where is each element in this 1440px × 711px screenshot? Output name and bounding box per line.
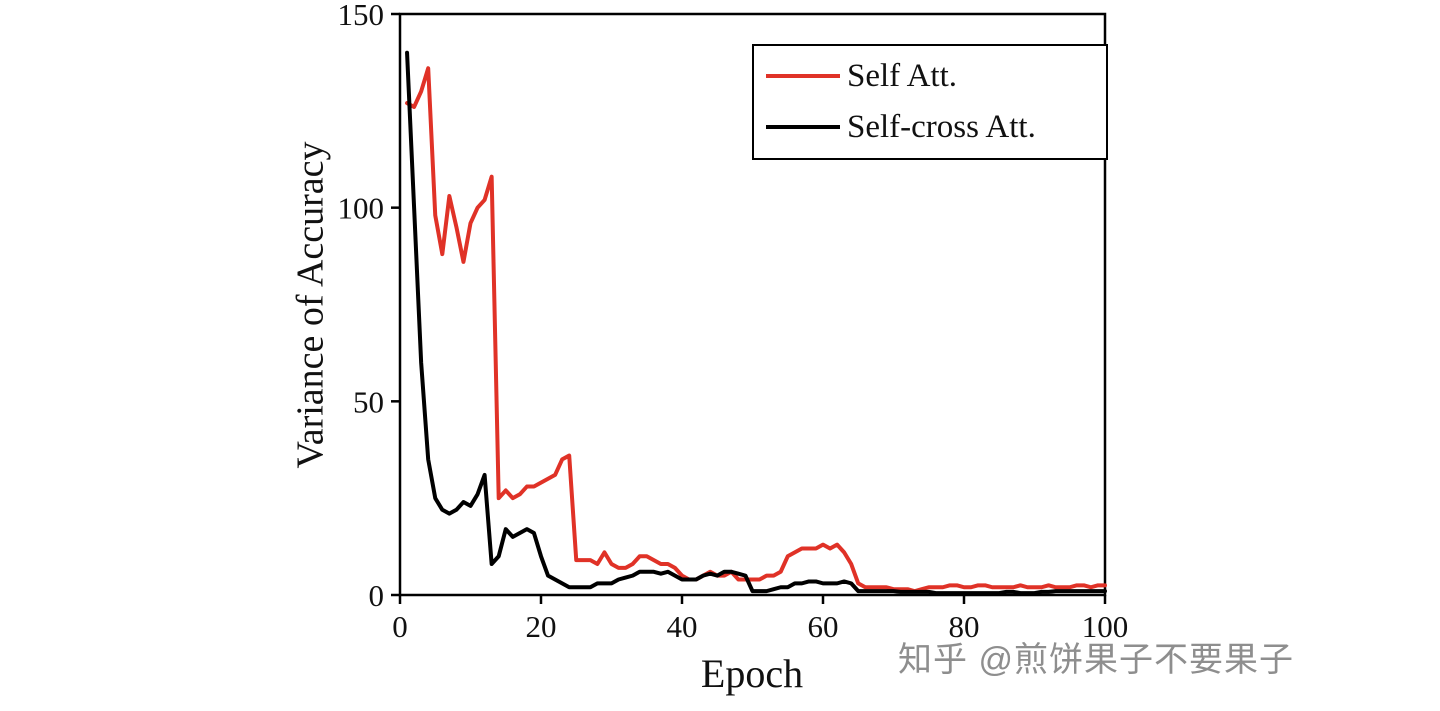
y-axis-label: Variance of Accuracy [289, 141, 332, 469]
x-axis-label: Epoch [700, 651, 804, 696]
legend-line-sample-black [766, 125, 840, 130]
x-tick-label: 60 [808, 609, 839, 644]
x-tick-label: 0 [392, 609, 408, 644]
legend: Self Att. Self-cross Att. [752, 44, 1108, 160]
y-tick-label: 0 [369, 578, 385, 613]
x-tick-label: 20 [526, 609, 557, 644]
y-tick-label: 50 [353, 384, 384, 419]
series-line-1 [405, 50, 1107, 596]
x-tick-label: 80 [949, 609, 980, 644]
series-line-0 [405, 66, 1107, 594]
legend-entry-self-cross-att: Self-cross Att. [766, 106, 1094, 149]
y-tick-label: 150 [338, 0, 385, 32]
x-tick-label: 100 [1082, 609, 1129, 644]
x-tick-label: 40 [667, 609, 698, 644]
y-tick-label: 100 [338, 191, 385, 226]
axes-box [398, 12, 1107, 597]
legend-label-self-att: Self Att. [847, 58, 958, 94]
watermark: 知乎 @煎饼果子不要果子 [898, 641, 1294, 679]
legend-label-self-cross-att: Self-cross Att. [847, 108, 1036, 145]
legend-entry-self-att: Self Att. [766, 55, 1094, 98]
legend-line-sample-red [766, 74, 840, 79]
